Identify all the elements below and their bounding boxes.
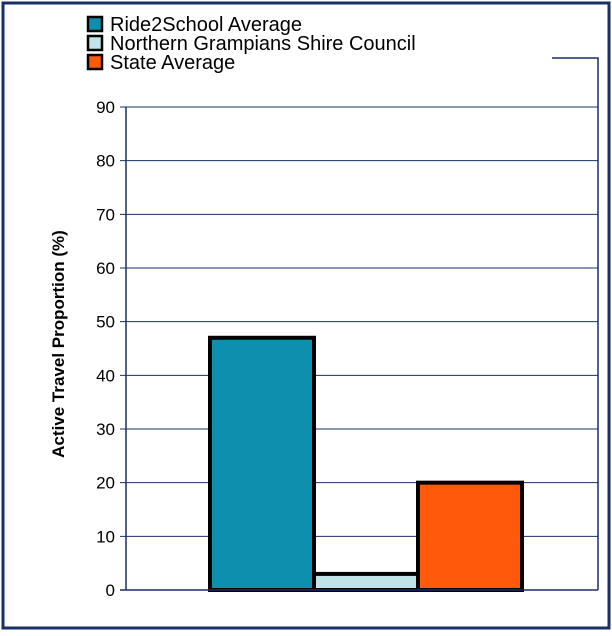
y-tick-label: 0 (106, 581, 115, 600)
bar-state-average (416, 480, 524, 592)
legend-swatch (86, 53, 104, 71)
legend-label: Northern Grampians Shire Council (110, 33, 416, 55)
y-tick-label: 20 (96, 474, 115, 493)
y-tick-label: 90 (96, 98, 115, 117)
y-tick-label: 70 (96, 205, 115, 224)
bar-ride2school-average (208, 335, 316, 592)
y-tick-label: 40 (96, 366, 115, 385)
axes (120, 107, 598, 591)
legend-swatch (86, 34, 104, 52)
y-tick-label: 60 (96, 259, 115, 278)
y-axis-label: Active Travel Proportion (%) (49, 230, 68, 458)
y-tick-labels: 0 10 20 30 40 50 60 70 80 90 (96, 98, 115, 600)
legend-swatch (86, 15, 104, 33)
legend-label: State Average (110, 52, 235, 74)
bars (208, 335, 524, 593)
y-tick-label: 30 (96, 420, 115, 439)
y-tick-label: 50 (96, 313, 115, 332)
legend-label: Ride2School Average (110, 14, 302, 36)
bar-northern-grampians-shire-council (312, 571, 420, 593)
y-tick-label: 10 (96, 527, 115, 546)
y-tick-label: 80 (96, 152, 115, 171)
gridlines (120, 106, 598, 537)
legend-connector-line (552, 57, 599, 590)
